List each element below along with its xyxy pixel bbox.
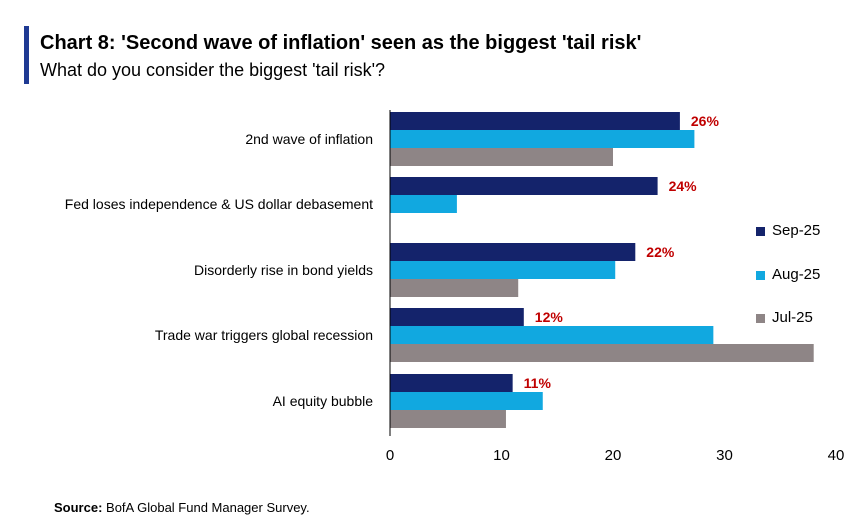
legend-item-jul25: Jul-25 [756, 309, 813, 326]
data-label: 22% [646, 244, 675, 260]
category-label: AI equity bubble [273, 393, 374, 409]
bar-jul25 [390, 148, 613, 166]
source-text: BofA Global Fund Manager Survey. [106, 500, 310, 515]
data-label: 26% [691, 113, 720, 129]
accent-bar [24, 26, 29, 84]
data-label: 12% [535, 309, 564, 325]
legend-swatch-jul25 [756, 313, 765, 323]
x-tick-label: 20 [605, 447, 622, 464]
bar-sep25 [390, 308, 524, 326]
bar-jul25 [390, 279, 519, 297]
legend-swatch-aug25 [756, 270, 765, 280]
legend-label-aug25: Aug-25 [772, 266, 821, 283]
data-label: 24% [669, 178, 698, 194]
bar-aug25 [390, 130, 695, 148]
category-label: Fed loses independence & US dollar debas… [65, 196, 373, 212]
legend-swatch-sep25 [756, 226, 765, 236]
chart-subtitle: What do you consider the biggest 'tail r… [40, 60, 386, 80]
category-label: Disorderly rise in bond yields [194, 262, 373, 278]
x-tick-label: 0 [386, 447, 394, 464]
bar-sep25 [390, 177, 658, 195]
legend-label-sep25: Sep-25 [772, 222, 821, 239]
bar-aug25 [390, 392, 543, 410]
category-label: Trade war triggers global recession [155, 327, 373, 343]
legend-label-jul25: Jul-25 [772, 309, 813, 326]
source-label: Source: [54, 500, 103, 515]
bar-jul25 [390, 344, 814, 362]
category-label: 2nd wave of inflation [245, 131, 373, 147]
bar-aug25 [390, 261, 616, 279]
bar-aug25 [390, 326, 714, 344]
data-label: 11% [524, 375, 552, 391]
bar-sep25 [390, 112, 680, 130]
bar-sep25 [390, 243, 636, 261]
x-tick-label: 10 [493, 447, 510, 464]
legend-item-aug25: Aug-25 [756, 266, 820, 283]
x-tick-label: 30 [716, 447, 733, 464]
x-tick-label: 40 [828, 447, 845, 464]
chart-title: Chart 8: 'Second wave of inflation' seen… [40, 32, 642, 54]
source-note: Source: BofA Global Fund Manager Survey. [54, 500, 310, 515]
legend-item-sep25: Sep-25 [756, 222, 820, 239]
bar-sep25 [390, 374, 513, 392]
bar-jul25 [390, 410, 506, 428]
bar-aug25 [390, 195, 457, 213]
